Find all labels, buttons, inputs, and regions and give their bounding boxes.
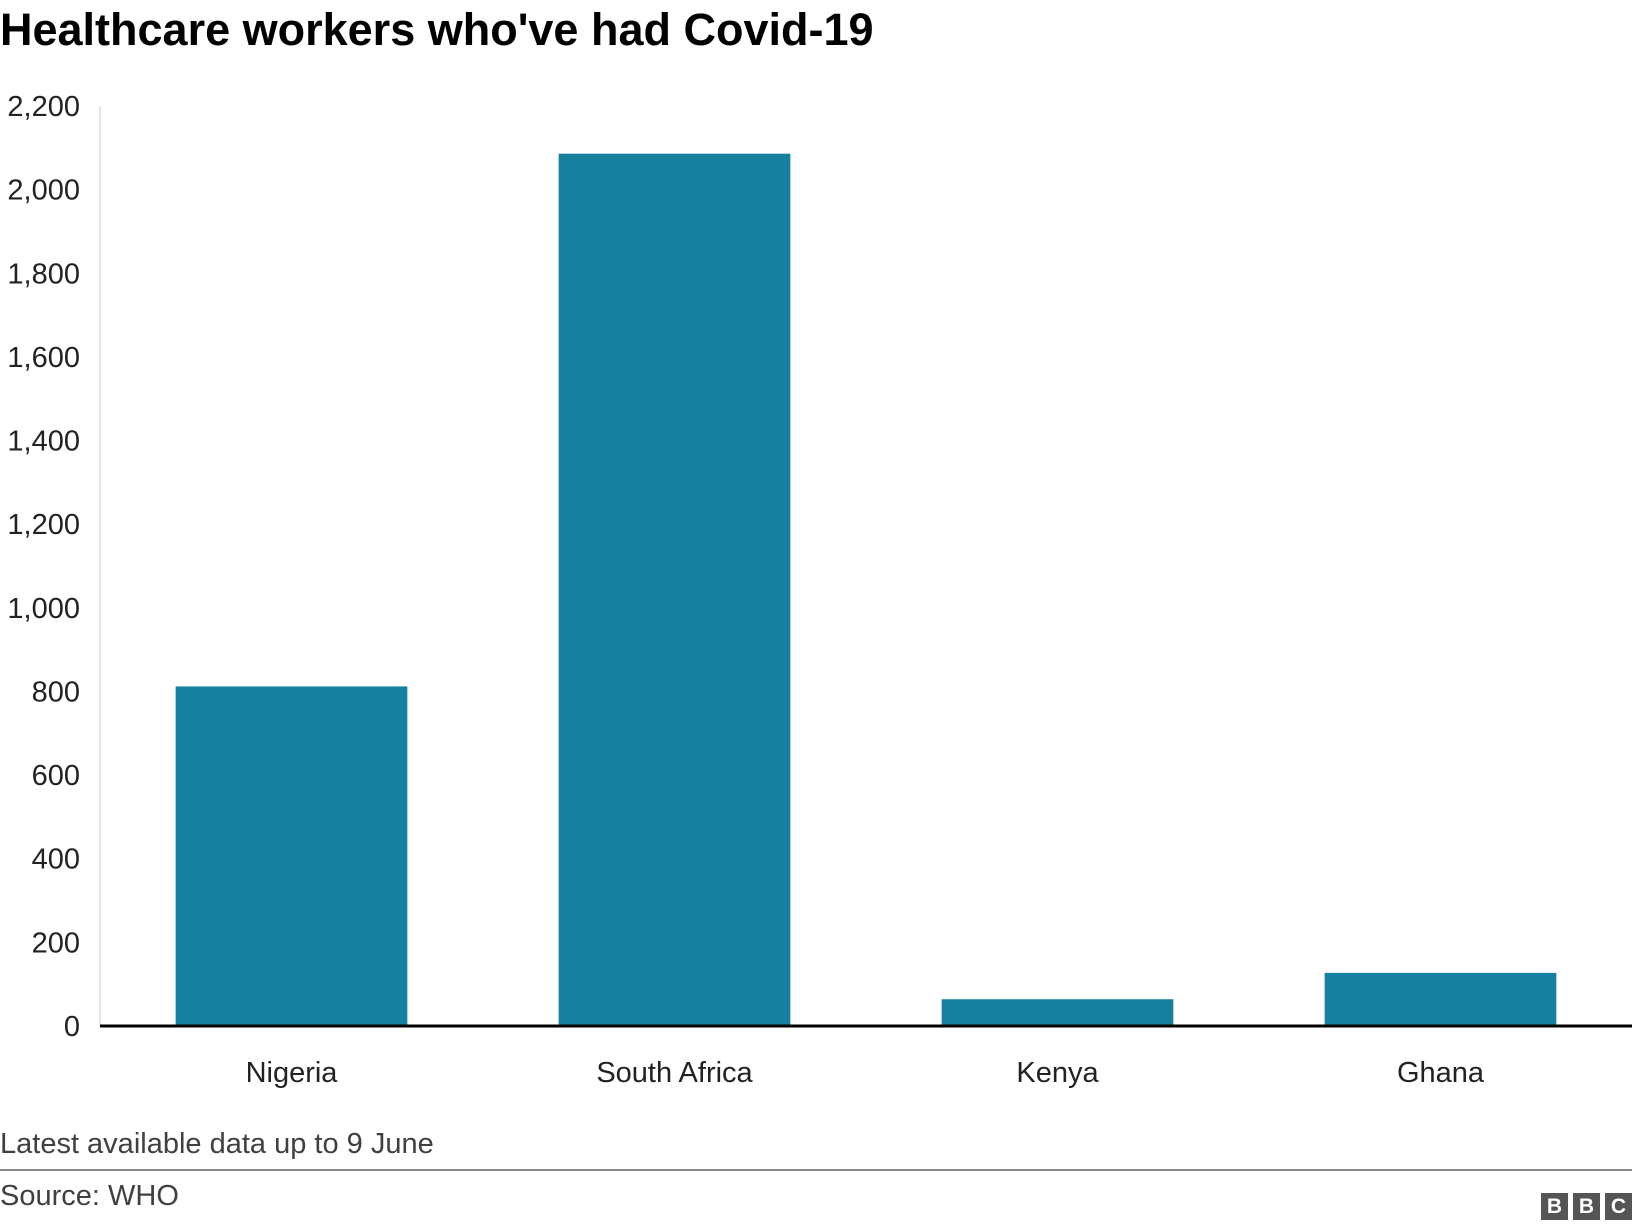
y-tick-label: 1,400 [7, 426, 80, 458]
chart-source: Source: WHO [0, 1180, 179, 1212]
bbc-logo: B B C [1541, 1193, 1632, 1220]
y-tick-label: 1,200 [7, 509, 80, 541]
bar-chart: 0 200 400 600 800 1,000 1,200 1,400 1,600 1,800 2,… [7, 91, 1632, 1089]
bar-nigeria [175, 686, 408, 1026]
chart-title: Healthcare workers who've had Covid-19 [0, 4, 874, 55]
x-tick-label: Ghana [1397, 1057, 1485, 1089]
y-tick-label: 1,000 [7, 593, 80, 625]
bbc-logo-block-2: B [1573, 1193, 1600, 1220]
y-tick-label: 1,800 [7, 258, 80, 290]
y-tick-label: 800 [32, 676, 80, 708]
chart-note: Latest available data up to 9 June [0, 1128, 434, 1160]
y-tick-label: 2,200 [7, 91, 80, 123]
x-tick-label: Kenya [1016, 1057, 1099, 1089]
y-tick-label: 1,600 [7, 342, 80, 374]
y-tick-label: 2,000 [7, 175, 80, 207]
bar-kenya [941, 999, 1174, 1026]
y-tick-label: 400 [32, 844, 80, 876]
x-tick-label: Nigeria [246, 1057, 339, 1089]
bar-south-africa [558, 153, 791, 1026]
x-tick-label: South Africa [596, 1057, 753, 1089]
bbc-logo-block-1: B [1541, 1193, 1568, 1220]
y-tick-label: 600 [32, 760, 80, 792]
bbc-logo-block-3: C [1605, 1193, 1632, 1220]
y-tick-label: 200 [32, 927, 80, 959]
bar-ghana [1324, 972, 1557, 1026]
footer-divider [0, 1169, 1632, 1171]
y-tick-label: 0 [64, 1011, 80, 1043]
